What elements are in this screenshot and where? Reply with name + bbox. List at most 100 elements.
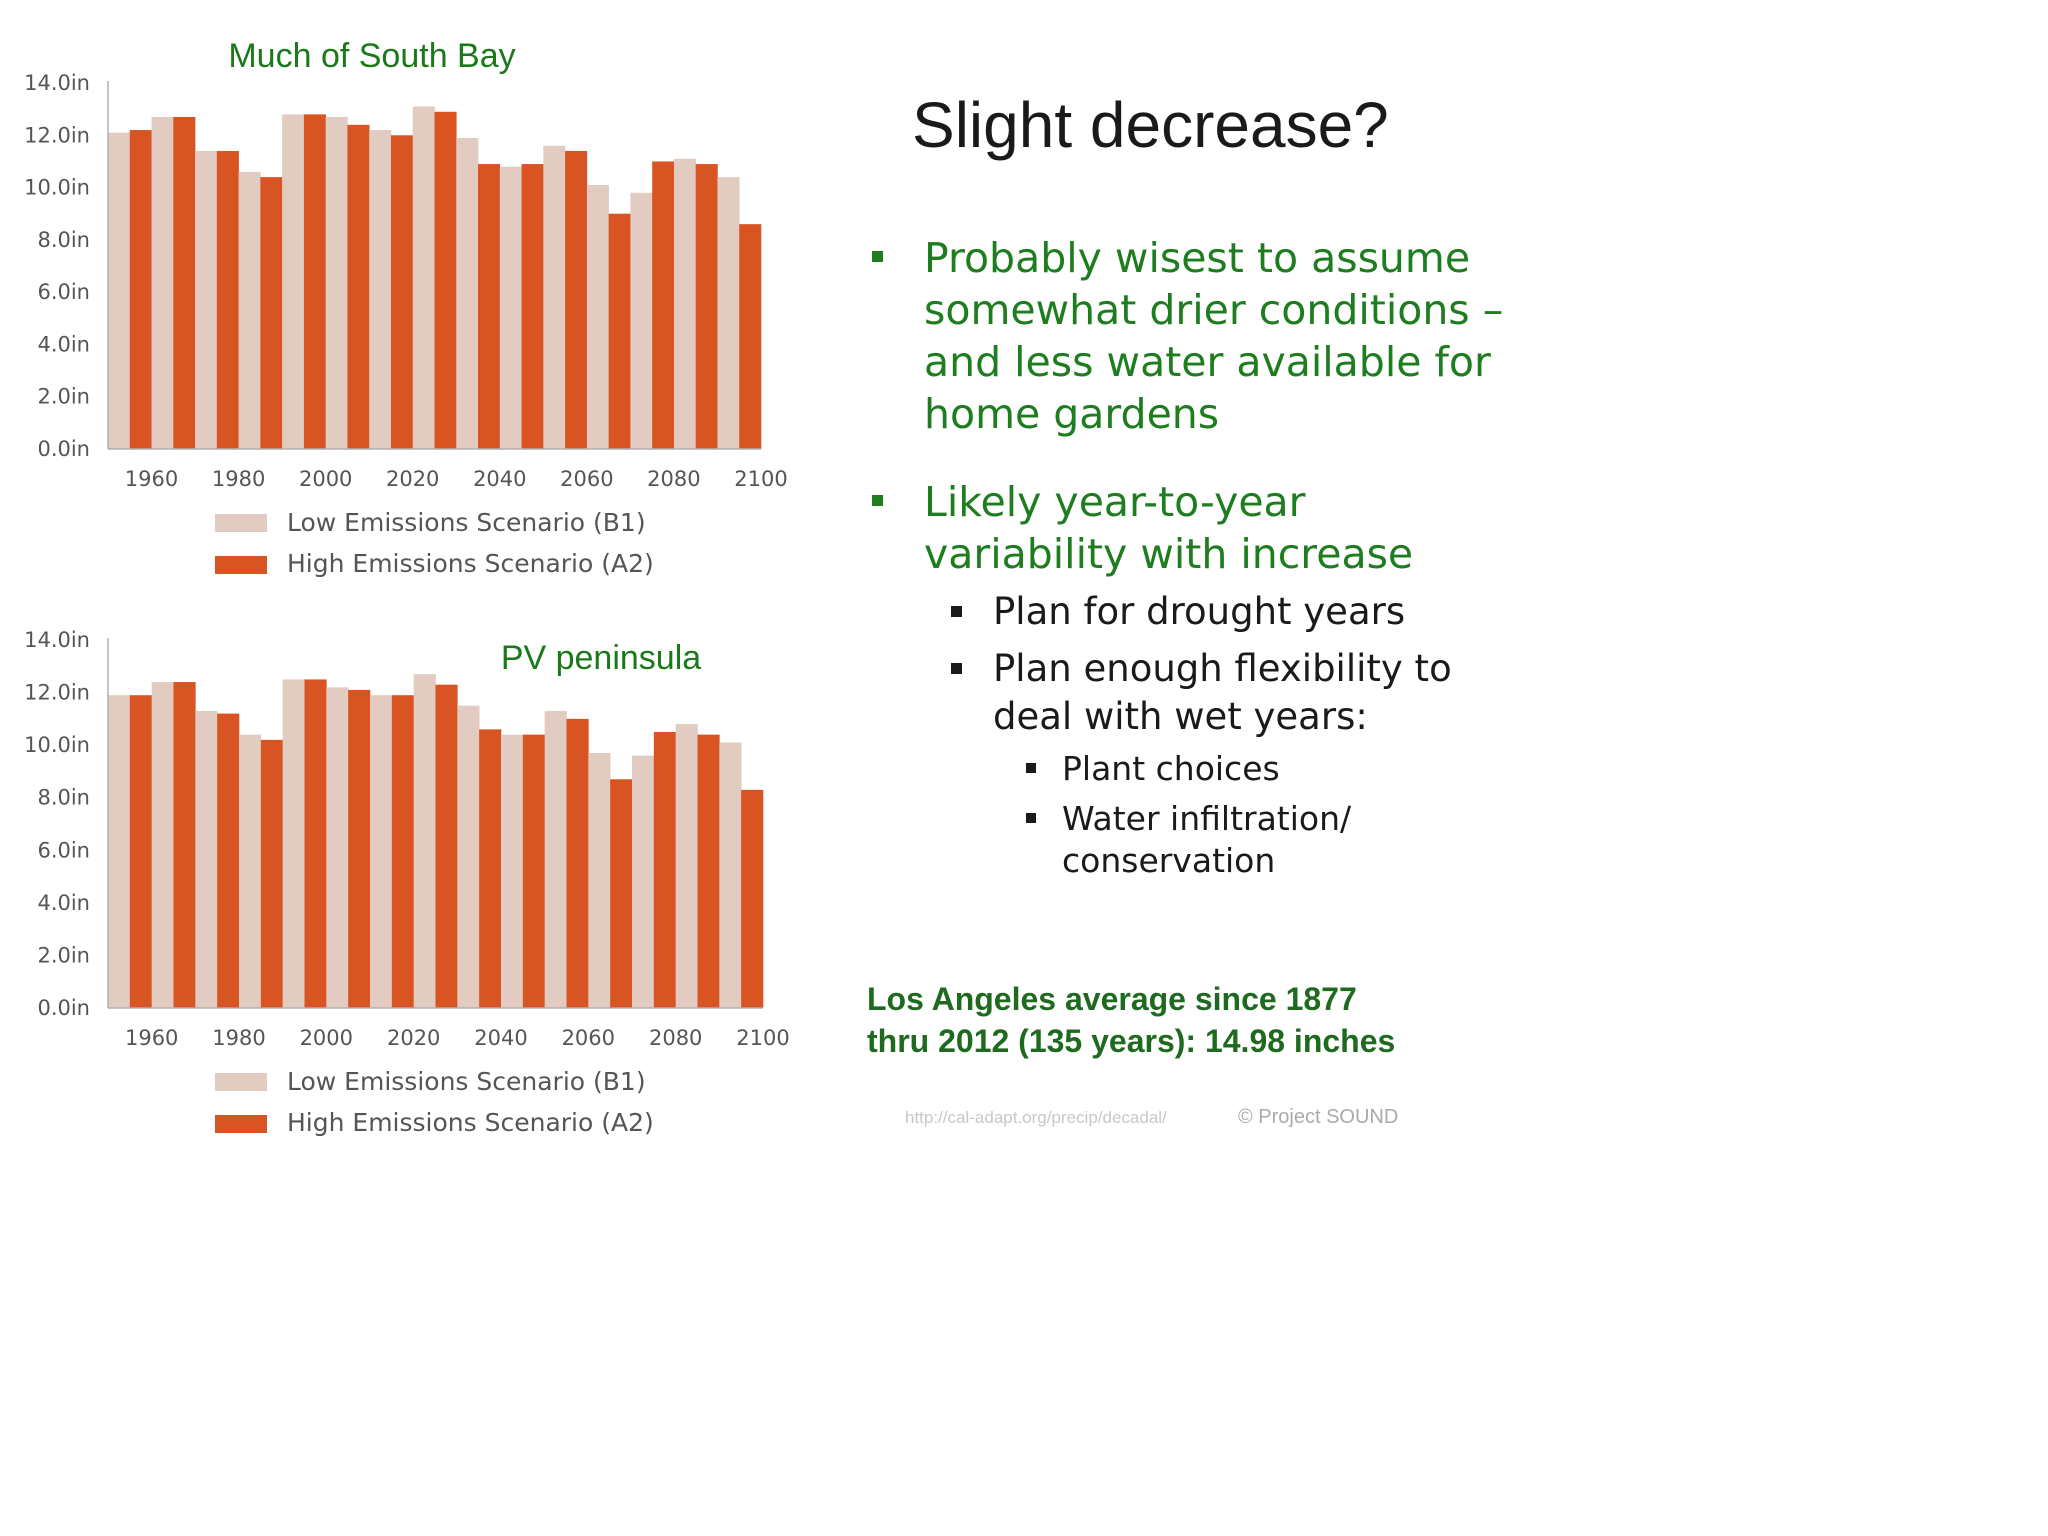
- x-tick-label: 2080: [647, 467, 700, 491]
- x-tick-label: 2020: [387, 1026, 440, 1050]
- copyright: © Project SOUND: [1238, 1106, 1399, 1128]
- bar-high-emissions: [347, 124, 370, 449]
- bullet-marker: [872, 495, 883, 506]
- bar-high-emissions: [348, 689, 371, 1008]
- x-tick-label: 2100: [736, 1026, 789, 1050]
- bar-high-emissions: [304, 679, 327, 1008]
- y-tick-label: 2.0in: [37, 943, 90, 967]
- bar-low-emissions: [675, 724, 698, 1008]
- bullet-line: Likely year-to-year: [924, 478, 1306, 526]
- y-tick-label: 14.0in: [24, 628, 90, 652]
- bar-chart-south-bay: Much of South Bay 0.0in 2.0in 4.0in 6.0in 8.…: [24, 37, 788, 578]
- bullet-variability: Likely year-to-year variability with inc…: [872, 476, 1414, 580]
- bar-high-emissions: [739, 224, 762, 449]
- bullet-marker: [1026, 813, 1036, 823]
- bar-low-emissions: [673, 158, 696, 449]
- bar-high-emissions: [260, 739, 283, 1008]
- bar-low-emissions: [326, 687, 349, 1008]
- y-tick-label: 6.0in: [37, 280, 90, 304]
- bullet-line: conservation: [1062, 841, 1276, 880]
- bar-high-emissions: [217, 713, 240, 1008]
- x-tick-label: 2020: [386, 467, 439, 491]
- bar-low-emissions: [586, 184, 609, 449]
- bar-low-emissions: [195, 710, 218, 1008]
- bar-high-emissions: [741, 789, 764, 1008]
- bar-low-emissions: [501, 734, 524, 1008]
- bar-low-emissions: [108, 132, 131, 450]
- bar-low-emissions: [588, 753, 611, 1008]
- note-line: thru 2012 (135 years): 14.98 inches: [867, 1023, 1396, 1059]
- bar-low-emissions: [370, 695, 393, 1008]
- bar-low-emissions: [151, 682, 174, 1008]
- bar-high-emissions: [435, 684, 458, 1008]
- bullet-line: variability with increase: [924, 530, 1414, 578]
- bar-low-emissions: [717, 177, 740, 450]
- bar-low-emissions: [325, 116, 348, 450]
- chart-title: Much of South Bay: [228, 37, 515, 75]
- x-tick-label: 2040: [473, 467, 526, 491]
- bullet-line: deal with wet years:: [993, 695, 1368, 738]
- y-tick-label: 12.0in: [24, 681, 90, 705]
- sub-sub-bullet-water: Water infiltration/ conservation: [1026, 798, 1352, 882]
- y-tick-label: 8.0in: [37, 786, 90, 810]
- legend-swatch-low: [215, 1073, 267, 1091]
- bar-low-emissions: [630, 192, 653, 450]
- bar-high-emissions: [260, 177, 283, 450]
- bar-high-emissions: [391, 695, 414, 1008]
- bar-high-emissions: [390, 135, 414, 450]
- la-average-note: Los Angeles average since 1877 thru 2012…: [867, 978, 1395, 1062]
- bar-low-emissions: [238, 171, 261, 449]
- bar-low-emissions: [412, 106, 435, 449]
- sub-sub-bullet-plant-choices: Plant choices: [1026, 748, 1280, 790]
- bullet-marker: [1026, 763, 1036, 773]
- legend-swatch-high: [215, 556, 267, 574]
- bar-high-emissions: [129, 130, 152, 449]
- bar-high-emissions: [303, 114, 326, 450]
- bullet-line: home gardens: [924, 390, 1220, 438]
- x-tick-label: 1980: [212, 1026, 265, 1050]
- bullet-line: Probably wisest to assume: [924, 234, 1471, 282]
- bar-low-emissions: [151, 116, 174, 450]
- legend-swatch-low: [215, 514, 267, 532]
- bullet-marker: [872, 251, 883, 262]
- x-tick-label: 2100: [734, 467, 787, 491]
- legend-label-high: High Emissions Scenario (A2): [287, 549, 654, 578]
- source-url[interactable]: http://cal-adapt.org/precip/decadal/: [905, 1108, 1167, 1127]
- y-tick-label: 10.0in: [24, 176, 90, 200]
- bar-high-emissions: [173, 682, 196, 1008]
- y-tick-label: 10.0in: [24, 733, 90, 757]
- x-tick-label: 2080: [649, 1026, 702, 1050]
- bar-high-emissions: [565, 150, 588, 449]
- bar-high-emissions: [129, 695, 152, 1008]
- bar-high-emissions: [653, 732, 676, 1008]
- x-tick-label: 2060: [560, 467, 613, 491]
- bar-high-emissions: [434, 111, 457, 449]
- bar-high-emissions: [566, 718, 589, 1008]
- legend-label-high: High Emissions Scenario (A2): [287, 1108, 654, 1137]
- bullet-line: Plan enough flexibility to: [993, 647, 1452, 690]
- bullet-line: Water infiltration/: [1062, 799, 1352, 838]
- bar-low-emissions: [413, 674, 436, 1008]
- bar-high-emissions: [522, 734, 545, 1008]
- bar-low-emissions: [457, 705, 480, 1008]
- bar-high-emissions: [610, 779, 633, 1008]
- bullet-line: somewhat drier conditions –: [924, 286, 1504, 334]
- bar-high-emissions: [652, 161, 675, 449]
- bullet-marker: [951, 663, 962, 674]
- bar-high-emissions: [697, 734, 720, 1008]
- legend-label-low: Low Emissions Scenario (B1): [287, 1067, 646, 1096]
- y-tick-label: 14.0in: [24, 71, 90, 95]
- y-tick-label: 2.0in: [37, 385, 90, 409]
- bullet-line: and less water available for: [924, 338, 1491, 386]
- bar-low-emissions: [108, 695, 131, 1008]
- note-line: Los Angeles average since 1877: [867, 981, 1357, 1017]
- slide-title: Slight decrease?: [912, 89, 1389, 161]
- x-tick-label: 1960: [125, 1026, 178, 1050]
- x-tick-label: 2000: [299, 467, 352, 491]
- legend-swatch-high: [215, 1115, 267, 1133]
- y-tick-label: 0.0in: [37, 996, 90, 1020]
- bar-low-emissions: [632, 755, 655, 1008]
- bar-low-emissions: [543, 145, 566, 450]
- bar-low-emissions: [499, 166, 522, 449]
- x-tick-label: 2000: [300, 1026, 353, 1050]
